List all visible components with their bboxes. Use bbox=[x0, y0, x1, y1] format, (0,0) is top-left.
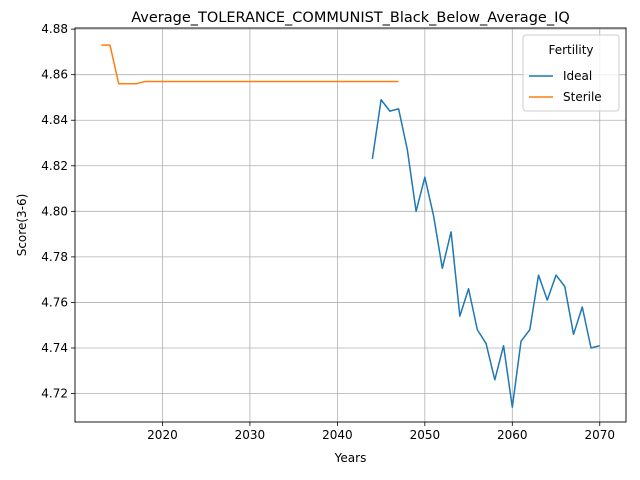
y-tick-label: 4.86 bbox=[41, 68, 68, 82]
y-tick-label: 4.76 bbox=[41, 295, 68, 309]
x-axis-ticks: 2020 2030 2040 2050 2060 2070 bbox=[147, 422, 615, 442]
x-tick-label: 2040 bbox=[322, 428, 353, 442]
x-tick-label: 2060 bbox=[497, 428, 528, 442]
x-tick-label: 2020 bbox=[147, 428, 178, 442]
grid-lines bbox=[75, 28, 626, 422]
legend-title: Fertility bbox=[548, 43, 593, 57]
legend-label-ideal: Ideal bbox=[563, 69, 592, 83]
y-tick-label: 4.80 bbox=[41, 204, 68, 218]
y-axis-label: Score(3-6) bbox=[15, 194, 29, 257]
y-tick-label: 4.74 bbox=[41, 341, 68, 355]
x-tick-label: 2070 bbox=[584, 428, 615, 442]
y-tick-label: 4.88 bbox=[41, 22, 68, 36]
y-tick-label: 4.82 bbox=[41, 159, 68, 173]
x-axis-label: Years bbox=[334, 451, 367, 465]
x-tick-label: 2050 bbox=[410, 428, 441, 442]
legend: Fertility Ideal Sterile bbox=[522, 34, 620, 112]
y-axis-ticks: 4.72 4.74 4.76 4.78 4.80 4.82 4.84 4.86 4.88 bbox=[41, 22, 75, 401]
legend-items: Ideal Sterile bbox=[529, 69, 602, 104]
legend-label-sterile: Sterile bbox=[563, 90, 602, 104]
series-line-sterile bbox=[101, 44, 399, 85]
y-tick-label: 4.72 bbox=[41, 387, 68, 401]
legend-box bbox=[522, 34, 620, 112]
y-tick-label: 4.84 bbox=[41, 113, 68, 127]
series-line-ideal bbox=[371, 98, 600, 408]
series-layer bbox=[101, 44, 600, 408]
axes-frame bbox=[74, 27, 627, 423]
y-tick-label: 4.78 bbox=[41, 250, 68, 264]
x-tick-label: 2030 bbox=[235, 428, 266, 442]
chart-title: Average_TOLERANCE_COMMUNIST_Black_Below_… bbox=[131, 10, 570, 26]
